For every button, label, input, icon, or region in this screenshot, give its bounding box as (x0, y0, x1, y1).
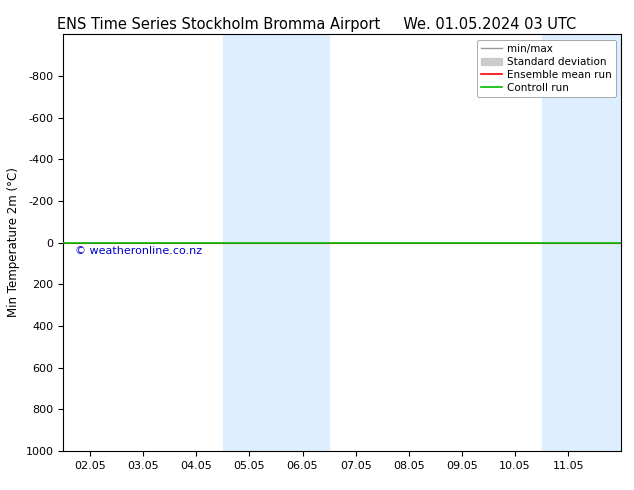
Bar (595, 34, 621, 451)
Y-axis label: Min Temperature 2m (°C): Min Temperature 2m (°C) (7, 168, 20, 318)
Text: © weatheronline.co.nz: © weatheronline.co.nz (75, 246, 202, 256)
Text: ENS Time Series Stockholm Bromma Airport     We. 01.05.2024 03 UTC: ENS Time Series Stockholm Bromma Airport… (57, 17, 577, 32)
Legend: min/max, Standard deviation, Ensemble mean run, Controll run: min/max, Standard deviation, Ensemble me… (477, 40, 616, 97)
Bar (541, 34, 595, 451)
Bar (276, 34, 329, 451)
Bar (223, 34, 276, 451)
